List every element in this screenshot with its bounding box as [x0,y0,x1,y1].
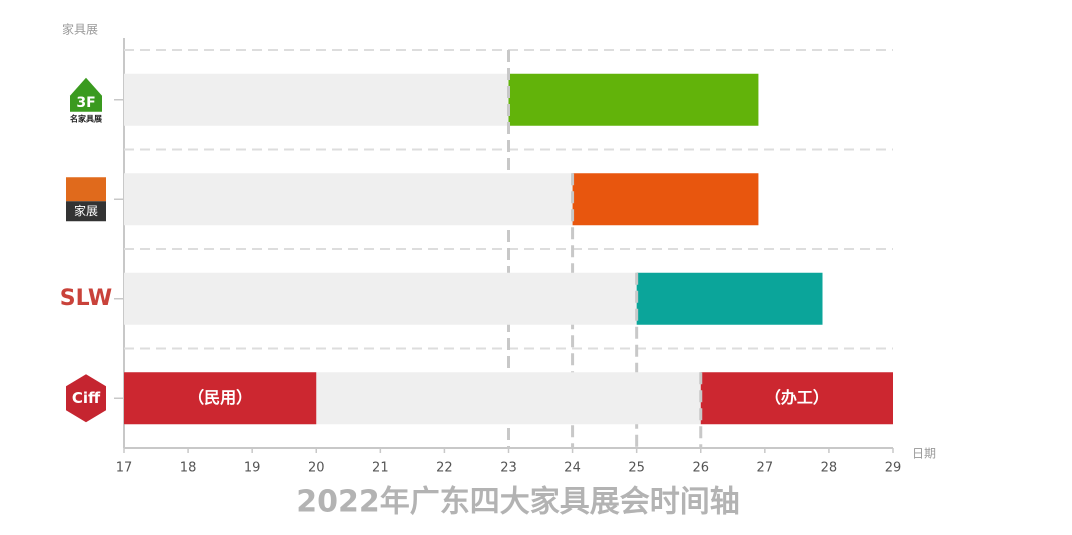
range-bar [636,272,823,325]
track [124,272,637,325]
logo-text: 家展 [74,203,98,218]
range-bar [124,372,317,425]
x-tick-label: 23 [500,461,517,476]
logo-text: 3F [76,95,95,111]
x-tick-label: 21 [372,461,389,476]
y-axis-title: 家具展 [62,22,98,37]
track [124,73,509,126]
range-bar [508,73,759,126]
logo-shape [66,374,106,423]
x-tick-label: 18 [180,461,197,476]
x-tick-label: 26 [692,461,709,476]
bar-label: （民用） [188,388,252,407]
logo-text: Ciff [72,389,101,407]
logo-text: SLW [60,286,112,311]
x-tick-label: 22 [436,461,453,476]
x-tick-label: 28 [821,461,838,476]
x-tick-label: 24 [564,461,581,476]
range-bar [572,173,759,226]
chart-title: 2022年广东四大家具展会时间轴 [296,485,740,520]
x-tick-label: 20 [308,461,325,476]
range-bar [700,372,893,425]
logo-shape [70,77,102,112]
x-tick-label: 29 [885,461,902,476]
x-tick-label: 27 [757,461,774,476]
logo-shape [66,177,106,202]
x-tick-label: 17 [116,461,133,476]
logo-sub: 名家具展 [70,113,102,123]
x-tick-label: 25 [628,461,645,476]
bar-label: （办工） [765,388,829,407]
track [124,173,573,226]
x-axis-title: 日期 [912,447,936,461]
logo-base [66,201,106,222]
x-tick-label: 19 [244,461,261,476]
